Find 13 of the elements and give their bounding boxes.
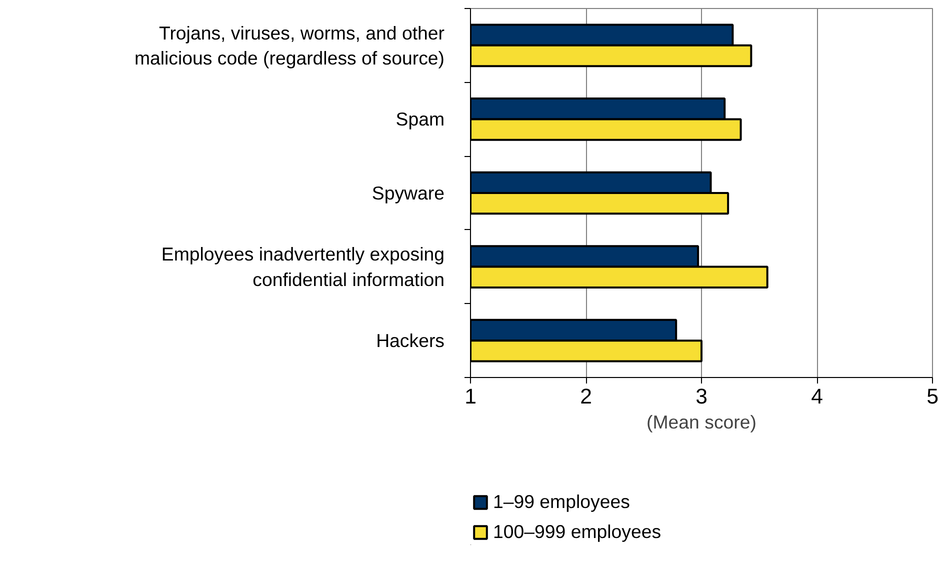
x-tick-label: 1 bbox=[464, 384, 476, 408]
x-axis-title: (Mean score) bbox=[646, 412, 756, 432]
y-tick-label: Spyware bbox=[372, 182, 445, 204]
legend-label: 100–999 employees bbox=[493, 521, 662, 543]
x-tick-label: 2 bbox=[580, 384, 592, 408]
x-tick-label: 4 bbox=[811, 384, 824, 408]
legend-label: 1–99 employees bbox=[493, 491, 630, 513]
y-tick-label: Spam bbox=[396, 108, 445, 130]
x-tick-label: 3 bbox=[696, 384, 708, 408]
y-tick-label: Trojans, viruses, worms, and other malicious code (regardless of source) bbox=[134, 22, 445, 68]
y-tick-label: Hackers bbox=[376, 330, 444, 352]
y-tick-label: Employees inadvertently exposing confidential information bbox=[161, 244, 445, 290]
x-tick-label: 5 bbox=[926, 384, 938, 408]
